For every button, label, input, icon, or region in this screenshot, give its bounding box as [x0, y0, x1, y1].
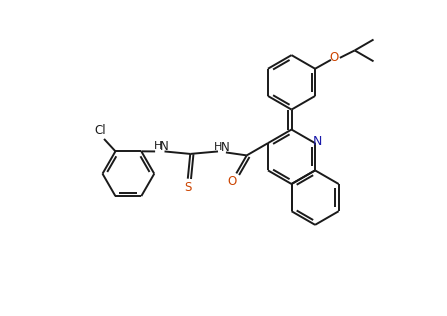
Text: Cl: Cl	[95, 124, 106, 137]
Text: N: N	[220, 141, 229, 154]
Text: N: N	[160, 140, 169, 153]
Text: N: N	[312, 135, 322, 148]
Text: O: O	[227, 175, 236, 188]
Text: S: S	[184, 181, 191, 194]
Text: O: O	[329, 52, 338, 64]
Text: H: H	[214, 143, 223, 153]
Text: H: H	[154, 142, 162, 151]
